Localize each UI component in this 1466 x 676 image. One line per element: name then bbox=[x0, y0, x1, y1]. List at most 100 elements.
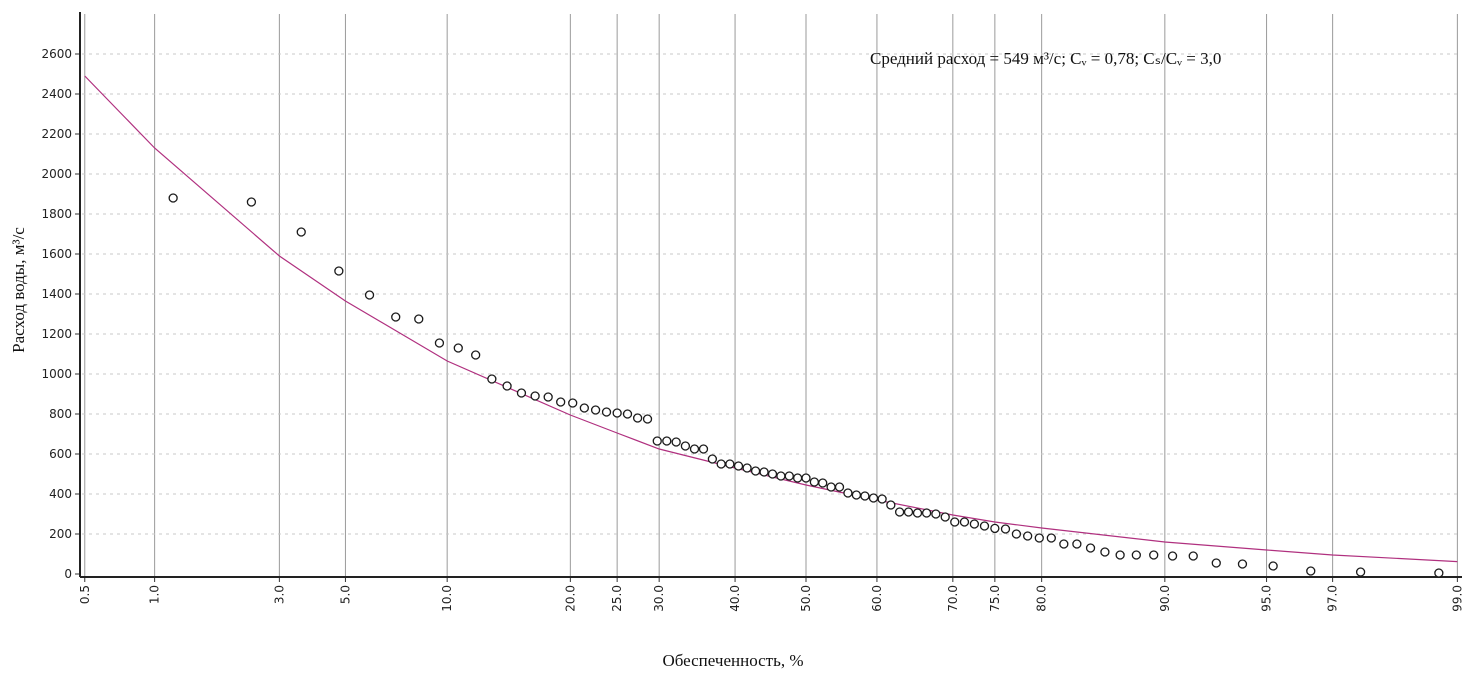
y-axis-title: Расход воды, м³/с bbox=[9, 227, 28, 353]
y-tick-label: 1800 bbox=[41, 207, 72, 221]
x-tick-label: 3.0 bbox=[272, 585, 286, 604]
observed-point bbox=[716, 459, 726, 469]
observed-point bbox=[698, 444, 709, 454]
observed-point bbox=[612, 408, 622, 418]
observed-point bbox=[1115, 550, 1125, 560]
observed-point bbox=[471, 350, 481, 360]
observed-point bbox=[671, 437, 681, 447]
theoretical-curve-line bbox=[84, 75, 1458, 563]
observed-point bbox=[1306, 566, 1316, 576]
observed-point bbox=[894, 507, 905, 517]
y-tick-label: 1600 bbox=[41, 247, 72, 261]
observed-point bbox=[1034, 533, 1044, 543]
y-tick-label: 800 bbox=[49, 407, 72, 421]
observed-point bbox=[792, 473, 803, 483]
observed-point bbox=[334, 266, 344, 276]
x-tick-label: 20.0 bbox=[563, 585, 577, 612]
observed-point bbox=[725, 459, 735, 469]
observed-point bbox=[632, 413, 643, 423]
observed-point bbox=[886, 500, 896, 510]
observed-point bbox=[652, 436, 662, 446]
observed-point bbox=[662, 436, 672, 446]
observed-point bbox=[642, 414, 653, 424]
observed-point bbox=[1167, 551, 1178, 561]
observed-point bbox=[818, 478, 828, 488]
observed-point bbox=[931, 509, 941, 519]
observed-point bbox=[801, 473, 811, 483]
y-tick-label: 600 bbox=[49, 447, 72, 461]
observed-point bbox=[733, 461, 744, 471]
observed-point bbox=[707, 454, 718, 464]
observed-point bbox=[1237, 559, 1248, 569]
observed-point bbox=[809, 477, 820, 487]
observed-point bbox=[453, 343, 463, 353]
x-tick-label: 70.0 bbox=[946, 585, 960, 612]
x-tick-label: 25.0 bbox=[610, 585, 624, 612]
observed-point bbox=[1131, 550, 1141, 560]
observed-point bbox=[767, 469, 778, 479]
x-tick-label: 97.0 bbox=[1326, 585, 1340, 612]
observed-point bbox=[1188, 551, 1198, 561]
observed-point bbox=[590, 405, 601, 415]
observed-point bbox=[940, 512, 950, 522]
observed-point bbox=[434, 338, 445, 348]
observed-point bbox=[750, 466, 761, 476]
observed-point bbox=[834, 482, 845, 492]
observed-point bbox=[860, 491, 870, 501]
x-tick-label: 30.0 bbox=[652, 585, 666, 612]
x-tick-label: 95.0 bbox=[1260, 585, 1274, 612]
observed-point bbox=[622, 409, 633, 419]
x-tick-label: 90.0 bbox=[1158, 585, 1172, 612]
y-tick-label: 1400 bbox=[41, 287, 72, 301]
observed-point bbox=[391, 312, 401, 322]
x-tick-label: 0.5 bbox=[78, 585, 92, 604]
observed-point bbox=[1046, 533, 1056, 543]
observed-point bbox=[950, 517, 960, 527]
observed-point bbox=[921, 508, 932, 518]
x-tick-label: 40.0 bbox=[728, 585, 742, 612]
observed-point bbox=[1149, 550, 1159, 560]
observed-point bbox=[784, 471, 794, 481]
observed-point bbox=[364, 290, 375, 300]
x-axis-title: Обеспеченность, % bbox=[662, 651, 803, 670]
y-tick-label: 2400 bbox=[41, 87, 72, 101]
observed-point bbox=[1268, 561, 1278, 571]
x-tick-label: 5.0 bbox=[338, 585, 352, 604]
x-tick-label: 80.0 bbox=[1035, 585, 1049, 612]
x-tick-label: 75.0 bbox=[988, 585, 1002, 612]
observed-point bbox=[680, 441, 691, 451]
y-tick-label: 2000 bbox=[41, 167, 72, 181]
observed-point bbox=[959, 517, 970, 527]
x-tick-label: 1.0 bbox=[148, 585, 162, 604]
observed-point bbox=[1000, 524, 1011, 534]
y-tick-label: 1000 bbox=[41, 367, 72, 381]
observed-point bbox=[979, 521, 990, 531]
observed-point bbox=[246, 197, 257, 207]
observed-point bbox=[1355, 567, 1366, 577]
observed-point bbox=[1011, 529, 1022, 539]
observed-point bbox=[543, 392, 553, 402]
annotation-text: Средний расход = 549 м³/с; Cᵥ = 0,78; Cₛ… bbox=[870, 49, 1221, 68]
observed-point bbox=[776, 471, 786, 481]
observed-point bbox=[990, 523, 1000, 534]
observed-point bbox=[868, 493, 879, 503]
observed-point bbox=[969, 519, 980, 529]
observed-point bbox=[851, 490, 862, 500]
observed-point bbox=[516, 388, 527, 398]
theoretical-curve-group bbox=[84, 75, 1458, 563]
observed-point bbox=[296, 227, 306, 237]
observed-point bbox=[414, 314, 424, 324]
observed-point bbox=[912, 508, 923, 518]
y-tick-label: 1200 bbox=[41, 327, 72, 341]
observed-point bbox=[168, 193, 178, 203]
y-tick-label: 2600 bbox=[41, 47, 72, 61]
x-tick-label: 10.0 bbox=[440, 585, 454, 612]
grid bbox=[82, 14, 1460, 577]
observed-point bbox=[530, 391, 540, 401]
observed-point bbox=[556, 397, 566, 407]
observed-point bbox=[487, 374, 497, 384]
observed-point bbox=[742, 463, 752, 473]
observed-point bbox=[877, 494, 887, 504]
y-tick-label: 400 bbox=[49, 487, 72, 501]
observed-point bbox=[1434, 568, 1444, 578]
